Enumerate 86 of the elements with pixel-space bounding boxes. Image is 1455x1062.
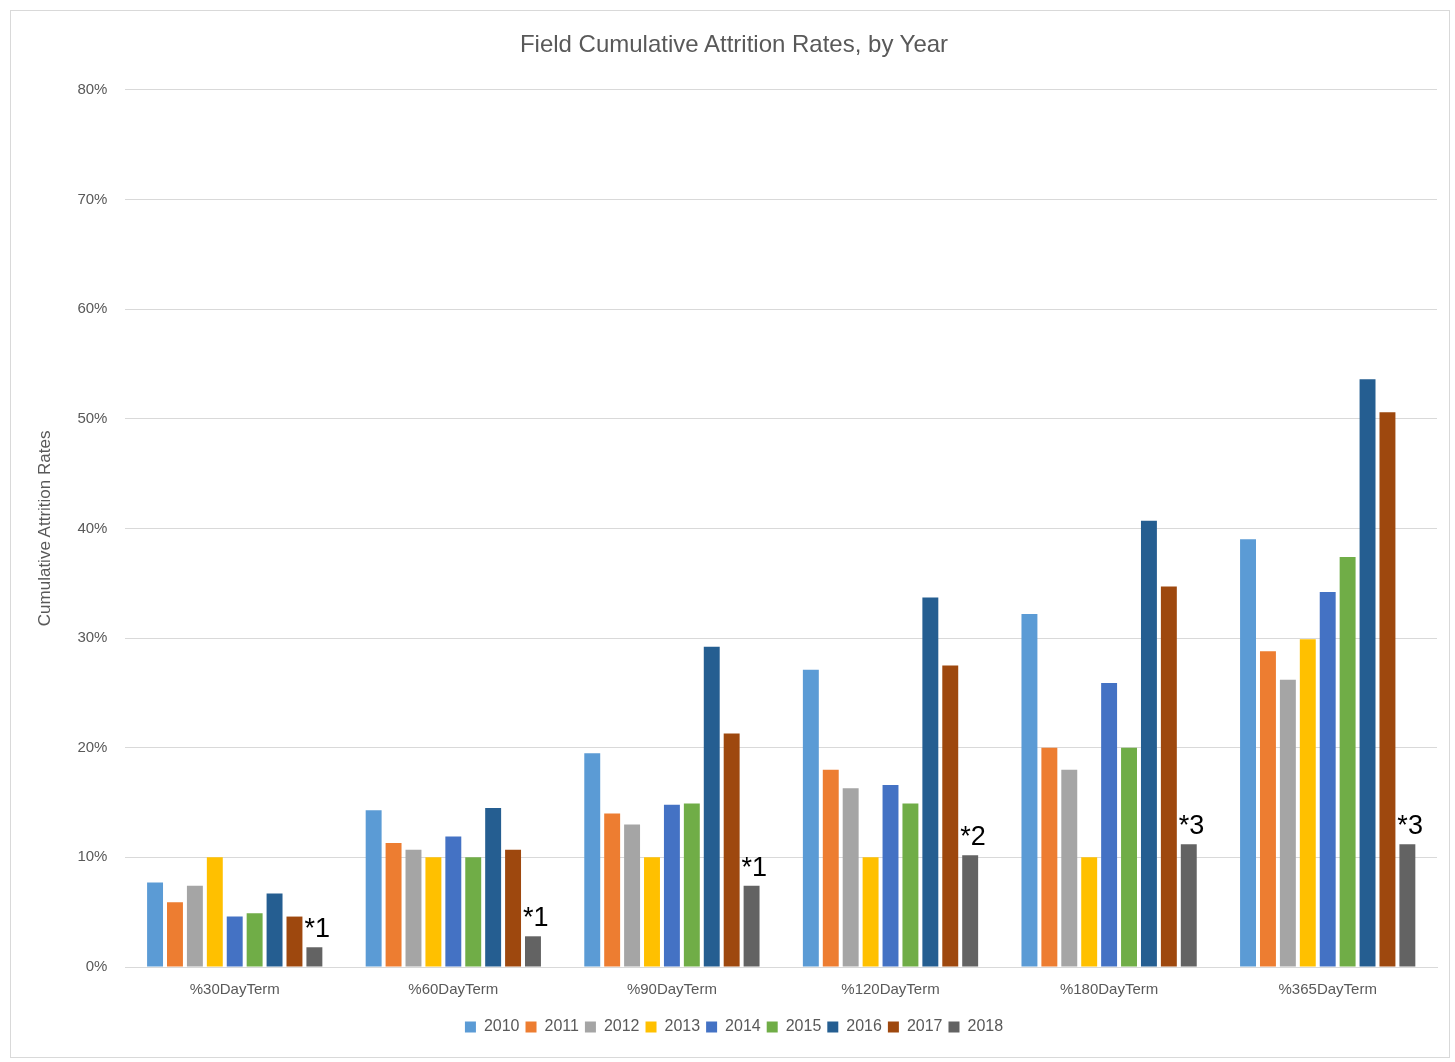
legend-label: 2018 (967, 1017, 1004, 1035)
legend-label: 2013 (664, 1017, 701, 1035)
bar (842, 788, 859, 967)
bar (743, 885, 760, 967)
bar (1240, 539, 1256, 967)
annotation: *1 (741, 851, 768, 882)
legend-label: 2014 (725, 1017, 761, 1035)
x-tick-label: %60DayTerm (408, 980, 499, 998)
x-tick-label: %30DayTerm (189, 980, 280, 998)
bar (445, 836, 462, 967)
bar (663, 804, 680, 967)
bar (147, 882, 164, 967)
bar (1399, 844, 1416, 967)
bar (1101, 683, 1118, 967)
bar (902, 803, 919, 967)
legend-label: 2015 (785, 1017, 822, 1035)
bar (1319, 592, 1336, 967)
bar (1160, 586, 1177, 967)
bar (266, 893, 283, 967)
bar (962, 855, 979, 967)
bar (822, 769, 839, 967)
bar (644, 857, 660, 967)
legend-label: 2017 (906, 1017, 943, 1035)
bar (1121, 747, 1137, 967)
bar (802, 669, 819, 967)
bar (167, 902, 183, 967)
bar (385, 843, 402, 967)
bar (1339, 556, 1356, 967)
bar (604, 813, 621, 967)
y-tick-label: 0% (85, 957, 108, 975)
x-tick-label: %180DayTerm (1059, 980, 1159, 998)
bar (1081, 857, 1098, 967)
y-axis-title: Cumulative Attrition Rates (34, 430, 54, 627)
bar (1379, 412, 1396, 967)
bar (206, 857, 223, 967)
bar (1359, 379, 1376, 967)
y-tick-label: 60% (77, 299, 108, 317)
bar (1259, 651, 1276, 967)
y-tick-label: 30% (77, 628, 108, 646)
bar (723, 733, 740, 967)
bar (465, 857, 482, 967)
x-tick-label: %90DayTerm (626, 980, 717, 998)
bar (942, 665, 959, 967)
bar (1041, 747, 1058, 967)
bar (485, 808, 502, 967)
x-tick-label: %120DayTerm (841, 980, 940, 998)
bar (683, 803, 700, 967)
annotation: *2 (960, 821, 986, 852)
bar (505, 849, 522, 967)
bar (1180, 844, 1197, 967)
y-tick-label: 70% (77, 189, 108, 207)
annotation: *1 (522, 902, 549, 933)
y-tick-label: 20% (77, 737, 108, 755)
y-tick-label: 50% (77, 408, 108, 426)
bar (922, 597, 939, 967)
bar (1299, 639, 1316, 967)
legend-label: 2012 (603, 1017, 640, 1035)
legend-label: 2010 (483, 1017, 520, 1035)
annotation: *3 (1397, 810, 1423, 841)
bar (862, 857, 879, 967)
bar (1140, 520, 1157, 967)
bar (624, 824, 641, 967)
bar (286, 916, 303, 967)
bar (226, 916, 243, 967)
y-tick-label: 10% (77, 847, 108, 865)
legend-label: 2016 (846, 1017, 882, 1035)
annotation: *3 (1178, 810, 1205, 841)
bar (1021, 613, 1038, 967)
bar (703, 646, 720, 967)
chart-title: Field Cumulative Attrition Rates, by Year (519, 30, 949, 58)
bar (306, 947, 323, 967)
annotation: *1 (304, 913, 330, 944)
bar (1279, 679, 1296, 967)
bar (405, 849, 422, 967)
bar (882, 784, 899, 967)
y-tick-label: 80% (77, 79, 108, 97)
x-tick-label: %365DayTerm (1278, 980, 1377, 998)
bar (425, 857, 442, 967)
bar (1061, 769, 1078, 967)
bar (246, 913, 263, 967)
y-tick-label: 40% (77, 518, 108, 536)
bar (186, 885, 203, 967)
bar (584, 753, 601, 967)
legend-label: 2011 (544, 1017, 580, 1035)
bar (365, 810, 382, 967)
bar (525, 936, 541, 967)
